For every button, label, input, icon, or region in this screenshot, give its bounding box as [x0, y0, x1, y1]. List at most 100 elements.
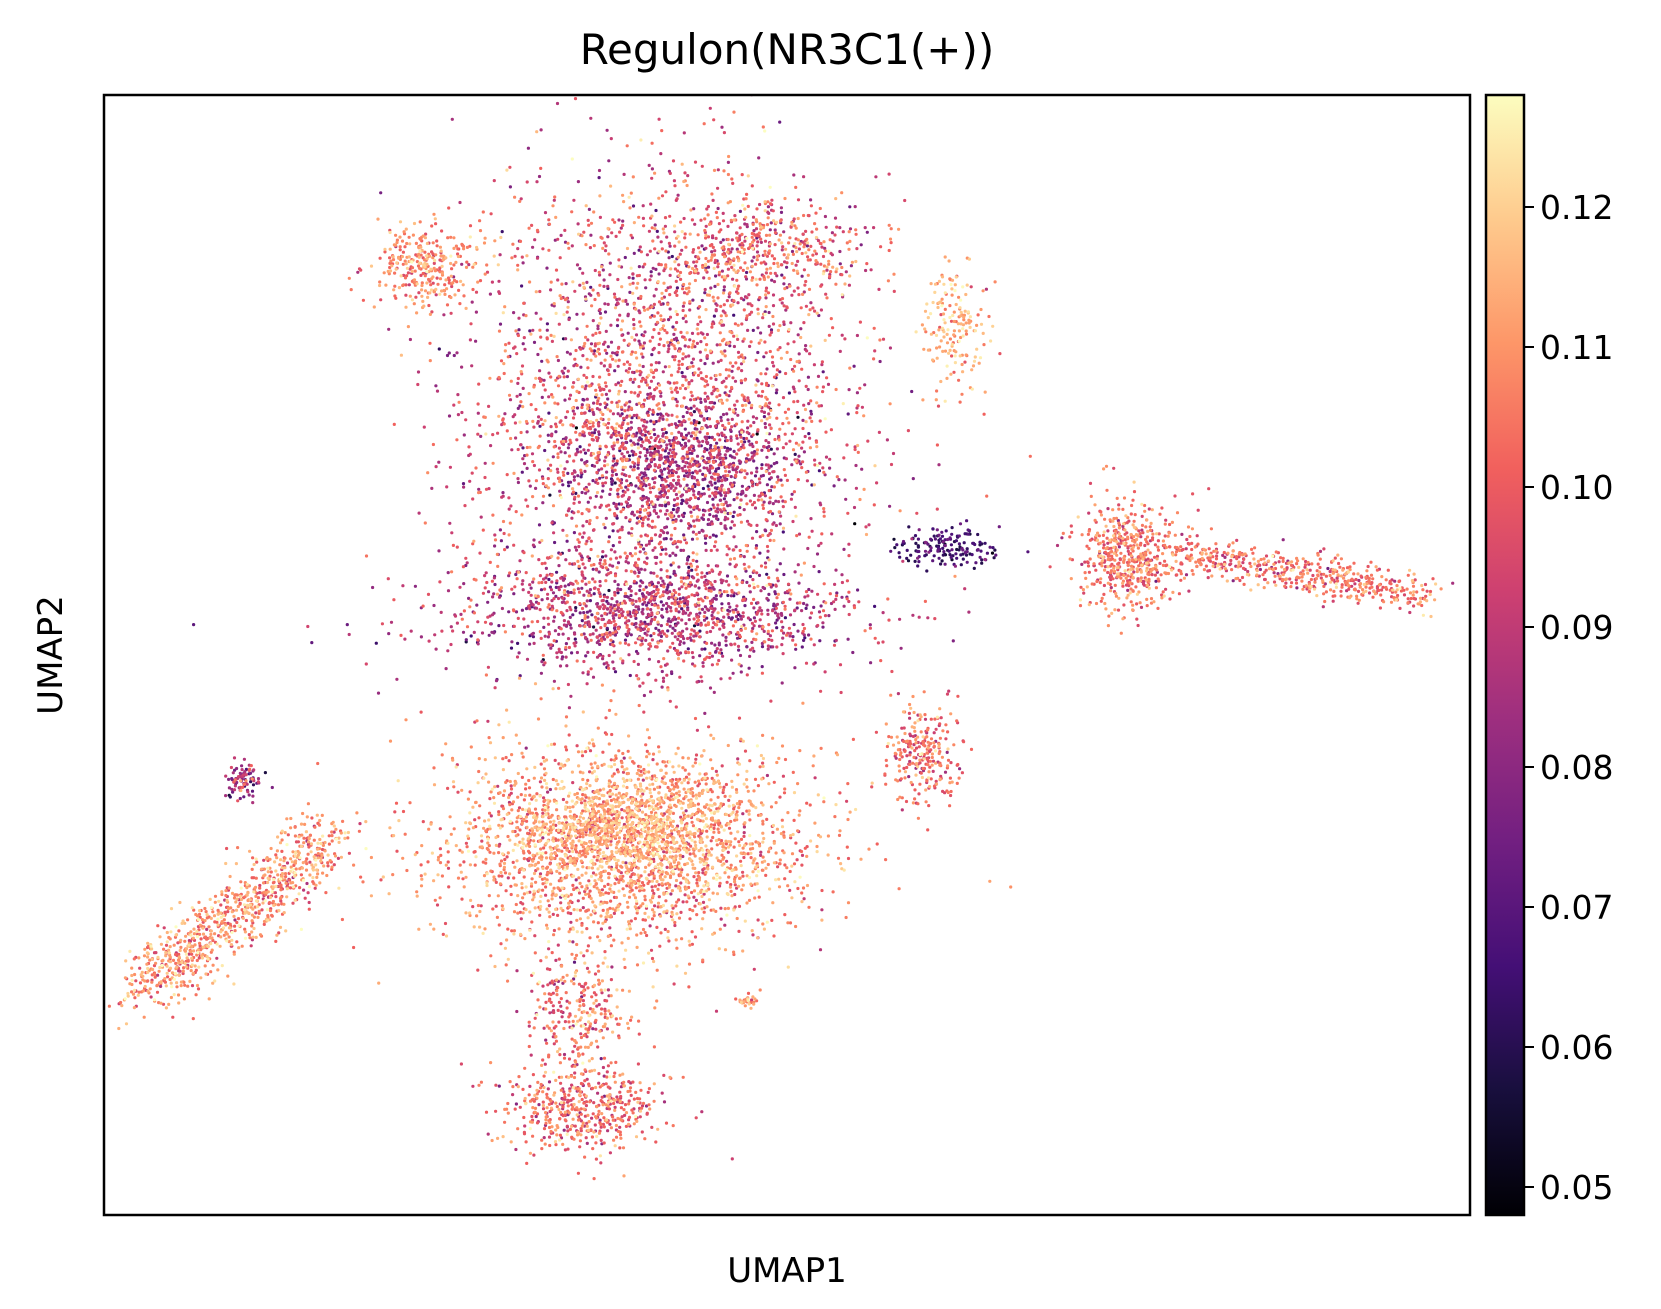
scatter-point: [924, 541, 927, 544]
scatter-point: [744, 275, 747, 278]
scatter-point: [573, 601, 576, 604]
scatter-point: [576, 651, 579, 654]
scatter-point: [491, 595, 494, 598]
scatter-point: [724, 636, 727, 639]
scatter-point: [752, 415, 755, 418]
scatter-point: [533, 934, 536, 937]
scatter-point: [553, 1042, 556, 1045]
scatter-point: [541, 812, 544, 815]
scatter-point: [597, 422, 600, 425]
scatter-point: [752, 256, 755, 259]
scatter-point: [607, 572, 610, 575]
scatter-point: [669, 609, 672, 612]
scatter-point: [764, 561, 767, 564]
scatter-point: [589, 286, 592, 289]
scatter-point: [691, 538, 694, 541]
scatter-point: [575, 878, 578, 881]
scatter-point: [816, 593, 819, 596]
scatter-point: [714, 651, 717, 654]
scatter-point: [642, 265, 645, 268]
scatter-point: [692, 490, 695, 493]
scatter-point: [348, 852, 351, 855]
scatter-point: [938, 541, 941, 544]
scatter-point: [570, 591, 573, 594]
scatter-point: [456, 622, 459, 625]
scatter-point: [271, 786, 274, 789]
scatter-point: [746, 420, 749, 423]
scatter-point: [600, 1057, 603, 1060]
scatter-point: [724, 453, 727, 456]
scatter-point: [627, 332, 630, 335]
scatter-point: [750, 471, 753, 474]
scatter-point: [667, 350, 670, 353]
scatter-point: [983, 558, 986, 561]
scatter-point: [1185, 538, 1188, 541]
scatter-point: [462, 482, 465, 485]
scatter-point: [932, 770, 935, 773]
scatter-point: [573, 496, 576, 499]
scatter-point: [570, 582, 573, 585]
scatter-point: [377, 692, 380, 695]
scatter-point: [692, 531, 695, 534]
scatter-point: [731, 182, 734, 185]
scatter-point: [561, 657, 564, 660]
scatter-point: [649, 250, 652, 253]
scatter-point: [622, 494, 625, 497]
scatter-point: [544, 635, 547, 638]
scatter-point: [989, 546, 992, 549]
scatter-point: [1357, 579, 1360, 582]
scatter-point: [812, 606, 815, 609]
scatter-point: [703, 867, 706, 870]
scatter-point: [624, 256, 627, 259]
scatter-point: [634, 484, 637, 487]
scatter-point: [923, 554, 926, 557]
scatter-point: [541, 247, 544, 250]
scatter-point: [725, 412, 728, 415]
scatter-point: [620, 334, 623, 337]
scatter-point: [669, 581, 672, 584]
scatter-point: [809, 410, 812, 413]
scatter-point: [790, 226, 793, 229]
scatter-point: [595, 568, 598, 571]
scatter-point: [445, 667, 448, 670]
scatter-point: [228, 786, 231, 789]
scatter-point: [641, 637, 644, 640]
scatter-point: [770, 639, 773, 642]
scatter-point: [669, 245, 672, 248]
scatter-point: [547, 372, 550, 375]
scatter-point: [512, 592, 515, 595]
scatter-point: [715, 308, 718, 311]
scatter-point: [601, 1096, 604, 1099]
scatter-point: [578, 891, 581, 894]
scatter-point: [644, 467, 647, 470]
scatter-point: [569, 394, 572, 397]
scatter-point: [458, 201, 461, 204]
scatter-point: [702, 276, 705, 279]
scatter-point: [737, 351, 740, 354]
scatter-point: [944, 771, 947, 774]
scatter-point: [624, 441, 627, 444]
scatter-point: [1141, 515, 1144, 518]
scatter-point: [546, 593, 549, 596]
scatter-point: [531, 246, 534, 249]
scatter-point: [788, 598, 791, 601]
scatter-point: [501, 230, 504, 233]
scatter-point: [468, 480, 471, 483]
scatter-point: [667, 381, 670, 384]
scatter-point: [603, 278, 606, 281]
scatter-point: [806, 594, 809, 597]
scatter-point: [463, 433, 466, 436]
scatter-point: [689, 497, 692, 500]
scatter-point: [952, 639, 955, 642]
scatter-point: [641, 488, 644, 491]
scatter-point: [548, 494, 551, 497]
scatter-point: [794, 648, 797, 651]
scatter-point: [1164, 534, 1167, 537]
scatter-point: [632, 490, 635, 493]
scatter-point: [1140, 606, 1143, 609]
scatter-point: [833, 644, 836, 647]
scatter-point: [743, 604, 746, 607]
scatter-point: [967, 611, 970, 614]
scatter-point: [821, 466, 824, 469]
scatter-point: [584, 583, 587, 586]
